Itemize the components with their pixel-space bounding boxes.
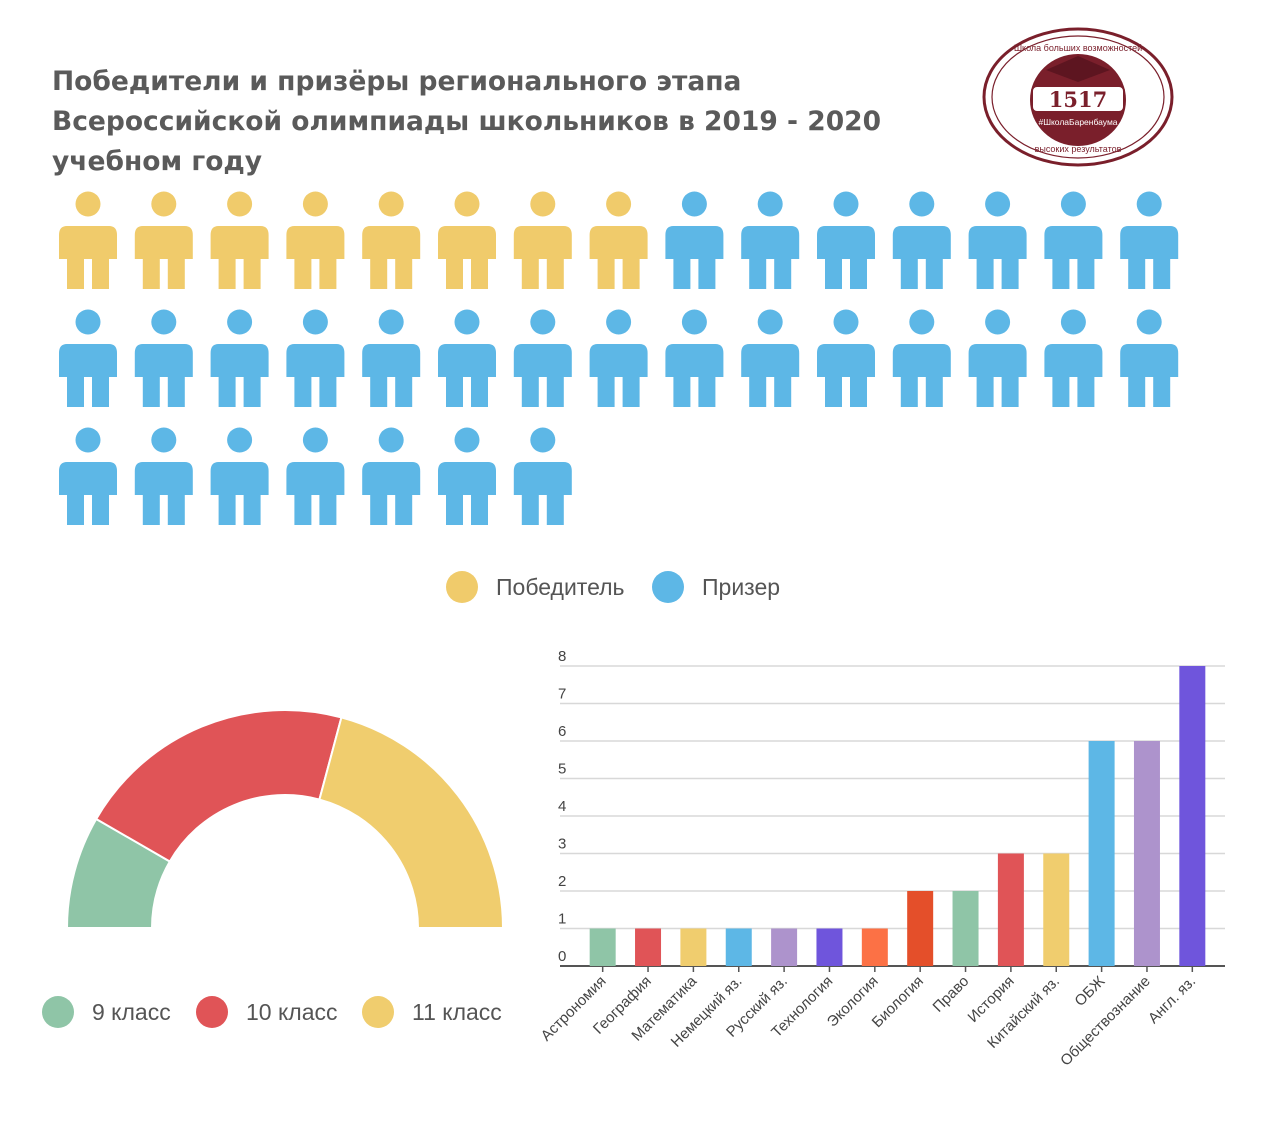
person-icon-prizer bbox=[362, 427, 421, 525]
y-tick-label: 6 bbox=[558, 723, 566, 740]
person-icon-winner bbox=[286, 191, 345, 289]
bar bbox=[907, 891, 934, 966]
person-icon-prizer bbox=[438, 309, 496, 407]
logo-graduation-cap bbox=[1046, 56, 1110, 82]
person-icon-prizer bbox=[589, 309, 648, 407]
person-icon-prizer bbox=[741, 191, 800, 289]
y-tick-label: 8 bbox=[558, 648, 566, 665]
legend-grade-11: 11 класс bbox=[362, 996, 502, 1028]
logo-inner-ring bbox=[991, 35, 1165, 159]
bar bbox=[589, 928, 616, 966]
person-icon-prizer bbox=[1044, 309, 1103, 407]
legend-grade-10: 10 класс bbox=[196, 996, 338, 1028]
bar bbox=[635, 928, 662, 966]
gauge-slice-11 bbox=[318, 716, 505, 929]
legend-grade-10-label: 10 класс bbox=[246, 998, 338, 1025]
person-icon-prizer bbox=[59, 427, 117, 525]
person-icon-prizer bbox=[892, 191, 951, 289]
person-icon-winner bbox=[362, 191, 421, 289]
person-icon-prizer bbox=[362, 309, 421, 407]
legend-grade-9: 9 класс bbox=[42, 996, 171, 1028]
person-icon-prizer bbox=[817, 191, 875, 289]
bar bbox=[861, 928, 888, 966]
person-icon-prizer bbox=[438, 427, 496, 525]
logo-hashtag: #ШколаБаренбаума bbox=[1038, 117, 1117, 127]
bar bbox=[1133, 741, 1160, 966]
logo-number: 1517 bbox=[1049, 87, 1107, 112]
subjects-bar-chart: 012345678АстрономияГеографияМатематикаНе… bbox=[540, 648, 1225, 1069]
person-icon-prizer bbox=[286, 427, 345, 525]
person-icon-prizer bbox=[968, 309, 1027, 407]
bar bbox=[816, 928, 843, 966]
y-tick-label: 4 bbox=[558, 798, 566, 815]
bar bbox=[952, 891, 979, 966]
logo-bottom-text: высоких результатов bbox=[1035, 144, 1122, 154]
person-icon-winner bbox=[438, 191, 496, 289]
person-icon-prizer bbox=[817, 309, 875, 407]
logo-top-text: Школа больших возможностей bbox=[1014, 43, 1142, 53]
page-title: Победители и призёры регионального этапа… bbox=[52, 66, 882, 177]
y-tick-label: 2 bbox=[558, 873, 566, 890]
legend-prizer: Призер bbox=[652, 571, 780, 603]
person-icon-prizer bbox=[59, 309, 117, 407]
person-icon-winner bbox=[513, 191, 572, 289]
person-icon-prizer bbox=[1120, 309, 1179, 407]
person-icon-prizer bbox=[665, 191, 724, 289]
x-tick-label: ОБЖ bbox=[1071, 973, 1108, 1010]
person-icon-winner bbox=[59, 191, 117, 289]
legend-grade-10-dot bbox=[196, 996, 228, 1028]
bar bbox=[1179, 666, 1206, 966]
legend-grade-11-dot bbox=[362, 996, 394, 1028]
person-icon-prizer bbox=[210, 309, 269, 407]
legend-grade-11-label: 11 класс bbox=[412, 998, 502, 1025]
bar bbox=[1043, 853, 1070, 966]
legend-grade-9-dot bbox=[42, 996, 74, 1028]
person-icon-prizer bbox=[210, 427, 269, 525]
bar bbox=[997, 853, 1024, 966]
x-tick-label: Англ. яз. bbox=[1145, 973, 1199, 1027]
person-icon-prizer bbox=[286, 309, 345, 407]
school-logo: 1517 #ШколаБаренбаума Школа больших возм… bbox=[982, 27, 1174, 167]
grade-semicircle-chart bbox=[65, 709, 505, 929]
legend-prizer-label: Призер bbox=[702, 573, 781, 600]
person-icon-prizer bbox=[134, 309, 193, 407]
person-icon-prizer bbox=[892, 309, 951, 407]
bar bbox=[680, 928, 707, 966]
person-icon-prizer bbox=[665, 309, 724, 407]
bar bbox=[1088, 741, 1115, 966]
bar bbox=[725, 928, 752, 966]
y-tick-label: 3 bbox=[558, 836, 566, 853]
person-icon-prizer bbox=[513, 427, 572, 525]
logo-number-band bbox=[1031, 85, 1125, 113]
gauge-slice-10 bbox=[94, 709, 343, 863]
legend-grade-9-label: 9 класс bbox=[92, 998, 171, 1025]
legend-prizer-dot bbox=[652, 571, 684, 603]
person-icon-prizer bbox=[1120, 191, 1179, 289]
legend-winner: Победитель bbox=[446, 571, 625, 603]
person-icon-prizer bbox=[741, 309, 800, 407]
x-tick-label: Право bbox=[930, 973, 973, 1016]
y-tick-label: 5 bbox=[558, 761, 566, 778]
bar bbox=[771, 928, 798, 966]
person-icon-winner bbox=[210, 191, 269, 289]
y-tick-label: 7 bbox=[558, 686, 566, 703]
person-icon-prizer bbox=[1044, 191, 1103, 289]
person-icon-winner bbox=[134, 191, 193, 289]
person-icon-prizer bbox=[968, 191, 1027, 289]
legend-winner-label: Победитель bbox=[496, 573, 625, 600]
y-tick-label: 1 bbox=[558, 911, 566, 928]
legend-winner-dot bbox=[446, 571, 478, 603]
y-tick-label: 0 bbox=[558, 948, 566, 965]
person-icon-prizer bbox=[513, 309, 572, 407]
person-icon-winner bbox=[589, 191, 648, 289]
people-pictogram bbox=[59, 191, 1179, 525]
person-icon-prizer bbox=[134, 427, 193, 525]
